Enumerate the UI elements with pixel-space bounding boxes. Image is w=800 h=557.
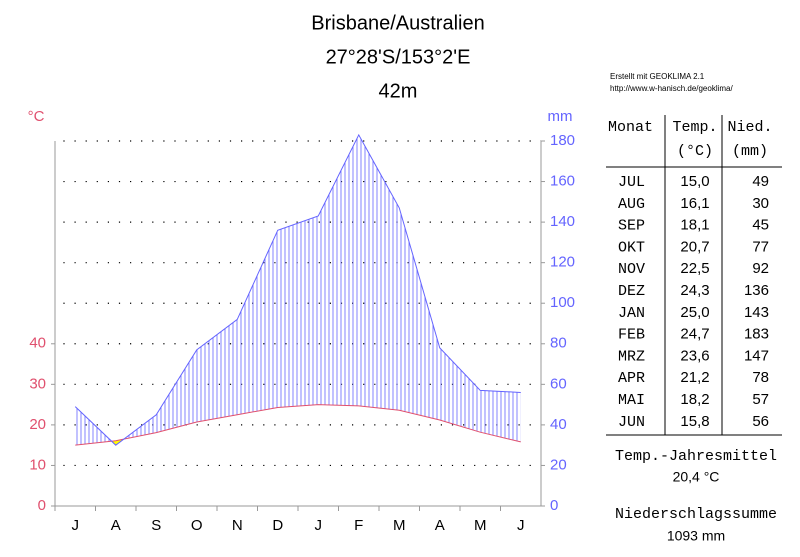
x-tick-label: J	[315, 517, 323, 534]
table-precip: 30	[752, 195, 769, 212]
x-tick-label: A	[435, 517, 445, 534]
table-temp: 18,2	[680, 391, 709, 408]
chart-title: Brisbane/Australien	[311, 12, 484, 34]
table-precip: 78	[752, 369, 769, 386]
table-month: DEZ	[618, 283, 645, 300]
table-header: Nied.	[727, 119, 772, 136]
y-tick-label: 0	[38, 497, 46, 514]
table-temp: 23,6	[680, 347, 709, 364]
table-unit: (mm)	[732, 143, 768, 160]
table-temp: 24,7	[680, 326, 709, 343]
temperature-line	[75, 404, 521, 446]
table-unit: (°C)	[677, 143, 713, 160]
table-header: Temp.	[672, 119, 717, 136]
table-month: AUG	[618, 196, 645, 213]
y2-tick-label: 140	[550, 213, 575, 230]
table-temp: 24,3	[680, 282, 709, 299]
x-tick-label: J	[517, 517, 525, 534]
table-temp: 20,7	[680, 238, 709, 255]
table-temp: 15,8	[680, 413, 709, 430]
table-precip: 45	[752, 217, 769, 234]
y2-tick-label: 60	[550, 375, 567, 392]
y2-tick-label: 180	[550, 132, 575, 149]
y-tick-label: 10	[29, 456, 46, 473]
y2-tick-label: 80	[550, 335, 567, 352]
x-tick-label: M	[393, 517, 406, 534]
x-tick-label: S	[151, 517, 161, 534]
table-month: JUN	[618, 414, 645, 431]
y2-tick-label: 120	[550, 254, 575, 271]
table-temp: 18,1	[680, 217, 709, 234]
table-month: NOV	[618, 261, 645, 278]
table-temp: 16,1	[680, 195, 709, 212]
x-tick-label: M	[474, 517, 487, 534]
y2-tick-label: 100	[550, 294, 575, 311]
chart-subtitle: 27°28'S/153°2'E	[326, 46, 471, 68]
table-precip: 136	[744, 282, 769, 299]
annual-temp-label: Temp.-Jahresmittel	[615, 448, 777, 465]
y-tick-label: 40	[29, 335, 46, 352]
table-precip: 143	[744, 304, 769, 321]
table-month: MRZ	[618, 348, 645, 365]
table-precip: 57	[752, 391, 769, 408]
humid-area	[75, 134, 521, 446]
table-temp: 15,0	[680, 173, 709, 190]
y-tick-label: 20	[29, 416, 46, 433]
table-precip: 77	[752, 238, 769, 255]
elevation: 42m	[379, 80, 418, 102]
y2-tick-label: 0	[550, 497, 558, 514]
table-month: FEB	[618, 327, 645, 344]
table-precip: 49	[752, 173, 769, 190]
table-temp: 21,2	[680, 369, 709, 386]
x-tick-label: O	[191, 517, 203, 534]
table-month: OKT	[618, 239, 645, 256]
y-tick-label: 30	[29, 375, 46, 392]
x-tick-label: J	[72, 517, 80, 534]
annual-precip-label: Niederschlagssumme	[615, 506, 777, 523]
x-tick-label: D	[272, 517, 283, 534]
annual-precip: 1093 mm	[667, 528, 725, 544]
table-header: Monat	[608, 119, 653, 136]
credit-url: http://www.w-hanisch.de/geoklima/	[610, 84, 734, 93]
y-axis-label: °C	[28, 108, 45, 125]
table-month: SEP	[618, 218, 645, 235]
table-month: JUL	[618, 174, 645, 191]
table-month: MAI	[618, 392, 645, 409]
x-tick-label: F	[354, 517, 363, 534]
table-month: JAN	[618, 305, 645, 322]
y2-tick-label: 20	[550, 456, 567, 473]
credit: Erstellt mit GEOKLIMA 2.1	[610, 72, 705, 81]
table-precip: 92	[752, 260, 769, 277]
table-precip: 183	[744, 326, 769, 343]
annual-temp: 20,4 °C	[673, 469, 720, 485]
table-month: APR	[618, 370, 645, 387]
y2-axis-label: mm	[548, 108, 573, 125]
table-temp: 25,0	[680, 304, 709, 321]
table-precip: 56	[752, 413, 769, 430]
precipitation-line	[74, 133, 521, 446]
x-tick-label: A	[111, 517, 121, 534]
table-precip: 147	[744, 347, 769, 364]
table-temp: 22,5	[680, 260, 709, 277]
y2-tick-label: 160	[550, 173, 575, 190]
x-tick-label: N	[232, 517, 243, 534]
y2-tick-label: 40	[550, 416, 567, 433]
